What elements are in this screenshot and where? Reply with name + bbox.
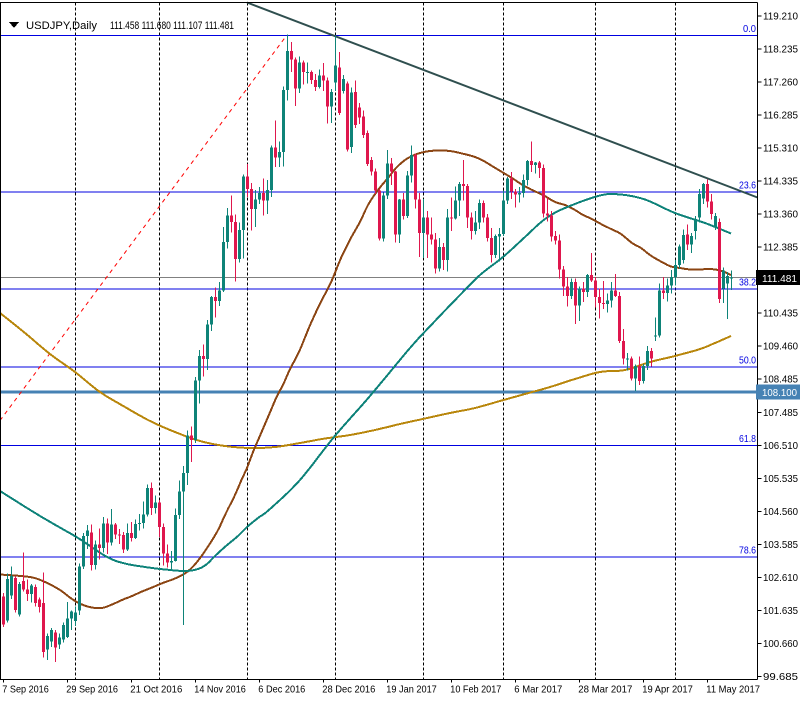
svg-text:114.335: 114.335 <box>763 176 798 187</box>
svg-text:28 Mar 2017: 28 Mar 2017 <box>578 684 632 695</box>
svg-text:118.235: 118.235 <box>763 45 798 56</box>
svg-text:108.100: 108.100 <box>762 387 797 399</box>
svg-text:USDJPY,Daily: USDJPY,Daily <box>26 20 97 32</box>
svg-text:29 Sep 2016: 29 Sep 2016 <box>66 684 118 695</box>
svg-text:100.660: 100.660 <box>763 639 798 650</box>
svg-text:101.635: 101.635 <box>763 606 798 617</box>
svg-text:112.385: 112.385 <box>763 242 798 253</box>
svg-text:102.610: 102.610 <box>763 573 798 584</box>
svg-text:19 Jan 2017: 19 Jan 2017 <box>386 684 437 695</box>
svg-text:116.285: 116.285 <box>763 111 798 122</box>
svg-text:50.0: 50.0 <box>739 356 756 367</box>
svg-text:117.260: 117.260 <box>763 78 798 89</box>
svg-text:11 May 2017: 11 May 2017 <box>706 684 760 695</box>
svg-text:6 Dec 2016: 6 Dec 2016 <box>258 684 305 695</box>
svg-text:10 Feb 2017: 10 Feb 2017 <box>450 684 501 695</box>
svg-text:23.6: 23.6 <box>739 181 756 192</box>
svg-text:113.360: 113.360 <box>763 209 798 220</box>
svg-text:106.510: 106.510 <box>763 441 798 452</box>
svg-text:14 Nov 2016: 14 Nov 2016 <box>194 684 246 695</box>
svg-text:107.485: 107.485 <box>763 408 798 419</box>
svg-text:108.485: 108.485 <box>763 374 798 385</box>
svg-text:111.458 111.680 111.107 111.48: 111.458 111.680 111.107 111.481 <box>110 20 234 32</box>
svg-text:119.210: 119.210 <box>763 12 798 23</box>
svg-text:38.2: 38.2 <box>739 277 756 288</box>
svg-text:0.0: 0.0 <box>743 24 756 35</box>
svg-text:103.585: 103.585 <box>763 540 798 551</box>
svg-text:115.310: 115.310 <box>763 144 798 155</box>
svg-text:6 Mar 2017: 6 Mar 2017 <box>514 684 562 695</box>
svg-text:78.6: 78.6 <box>739 545 756 556</box>
svg-text:109.460: 109.460 <box>763 341 798 352</box>
svg-text:111.481: 111.481 <box>762 273 797 285</box>
svg-text:104.560: 104.560 <box>763 507 798 518</box>
svg-text:19 Apr 2017: 19 Apr 2017 <box>642 684 693 695</box>
svg-text:28 Dec 2016: 28 Dec 2016 <box>322 684 375 695</box>
svg-text:99.685: 99.685 <box>763 672 798 683</box>
svg-text:21 Oct 2016: 21 Oct 2016 <box>130 684 182 695</box>
svg-text:110.435: 110.435 <box>763 308 798 319</box>
svg-text:61.8: 61.8 <box>739 434 756 445</box>
svg-text:105.535: 105.535 <box>763 474 798 485</box>
svg-text:7 Sep 2016: 7 Sep 2016 <box>2 684 49 695</box>
